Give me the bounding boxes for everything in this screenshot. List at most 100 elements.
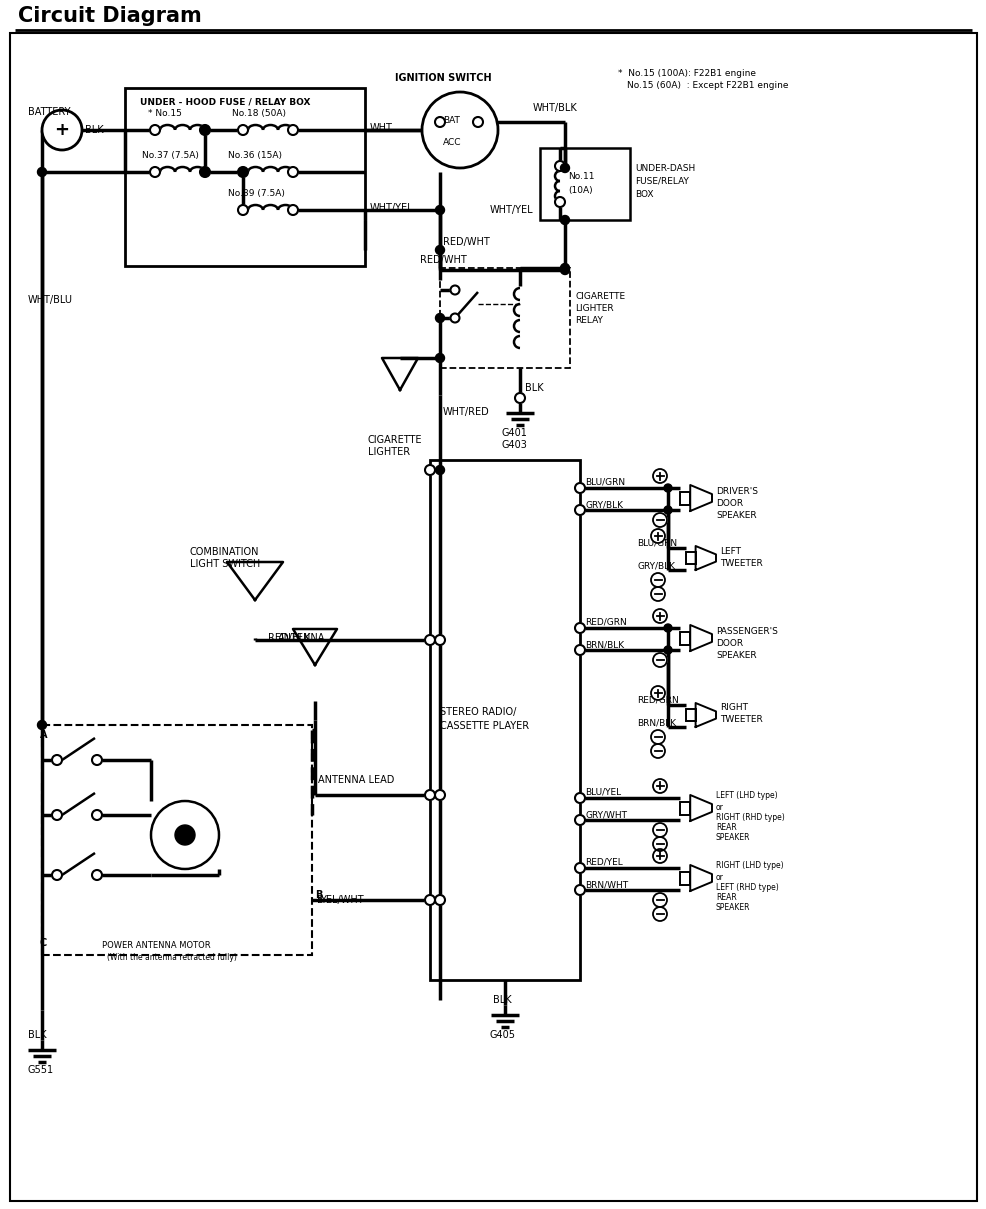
Text: SPEAKER: SPEAKER — [715, 833, 749, 841]
Text: STEREO RADIO/: STEREO RADIO/ — [440, 707, 516, 717]
Text: ANTENNA: ANTENNA — [278, 634, 325, 643]
Text: BATTERY: BATTERY — [28, 108, 70, 117]
Bar — [679, 802, 689, 815]
Circle shape — [425, 635, 435, 644]
Text: TWEETER: TWEETER — [719, 559, 762, 567]
Text: G405: G405 — [489, 1030, 516, 1040]
Text: (10A): (10A) — [567, 185, 592, 195]
Text: REAR: REAR — [715, 892, 736, 902]
Circle shape — [288, 125, 298, 135]
Text: G403: G403 — [502, 440, 528, 450]
Circle shape — [575, 644, 585, 655]
Text: No.11: No.11 — [567, 172, 594, 180]
Circle shape — [554, 161, 564, 170]
Text: SPEAKER: SPEAKER — [715, 650, 756, 659]
Text: G401: G401 — [502, 428, 528, 438]
Polygon shape — [689, 796, 711, 821]
Bar — [430, 459, 580, 980]
Circle shape — [435, 353, 444, 363]
Text: LEFT (RHD type): LEFT (RHD type) — [715, 883, 778, 891]
Text: PASSENGER'S: PASSENGER'S — [715, 626, 777, 636]
Text: TWEETER: TWEETER — [719, 716, 762, 724]
Circle shape — [651, 573, 665, 588]
Circle shape — [664, 484, 671, 492]
Text: RIGHT (RHD type): RIGHT (RHD type) — [715, 812, 784, 821]
Circle shape — [200, 168, 209, 177]
Text: WHT/YEL: WHT/YEL — [489, 206, 533, 215]
Polygon shape — [695, 546, 715, 569]
Text: WHT: WHT — [370, 123, 392, 133]
Circle shape — [651, 530, 665, 543]
Circle shape — [435, 895, 445, 906]
Circle shape — [651, 744, 665, 758]
Text: Circuit Diagram: Circuit Diagram — [18, 6, 201, 27]
Circle shape — [425, 465, 435, 475]
Text: LEFT (LHD type): LEFT (LHD type) — [715, 792, 777, 800]
Circle shape — [575, 793, 585, 803]
Bar — [685, 708, 695, 721]
Text: BLK: BLK — [492, 995, 511, 1005]
Text: WHT/YEL: WHT/YEL — [370, 203, 413, 213]
Text: B: B — [317, 895, 323, 906]
Text: or: or — [715, 803, 723, 811]
Text: IGNITION SWITCH: IGNITION SWITCH — [394, 73, 491, 83]
Text: CIGARETTE: CIGARETTE — [368, 435, 422, 445]
Text: COMBINATION: COMBINATION — [190, 546, 259, 557]
Polygon shape — [695, 702, 715, 727]
Text: LIGHTER: LIGHTER — [575, 303, 613, 312]
Text: DRIVER'S: DRIVER'S — [715, 486, 757, 496]
Text: No.39 (7.5A): No.39 (7.5A) — [228, 189, 285, 197]
Circle shape — [664, 507, 671, 514]
Circle shape — [238, 125, 247, 135]
Text: GRY/BLK: GRY/BLK — [636, 561, 674, 571]
Text: RED/WHT: RED/WHT — [443, 237, 489, 247]
Circle shape — [450, 313, 459, 323]
Text: SPEAKER: SPEAKER — [715, 510, 756, 520]
Text: BLU/YEL: BLU/YEL — [585, 787, 620, 797]
Circle shape — [435, 117, 445, 127]
Text: POWER ANTENNA MOTOR: POWER ANTENNA MOTOR — [102, 941, 210, 949]
Text: CASSETTE PLAYER: CASSETTE PLAYER — [440, 721, 528, 731]
Text: BLK: BLK — [28, 1030, 46, 1040]
Circle shape — [653, 907, 667, 921]
Text: RIGHT: RIGHT — [719, 704, 747, 712]
Bar — [679, 492, 689, 504]
Text: LEFT: LEFT — [719, 546, 740, 555]
Polygon shape — [689, 625, 711, 650]
Text: RED/GRN: RED/GRN — [585, 618, 626, 626]
Text: *  No.15 (100A): F22B1 engine: * No.15 (100A): F22B1 engine — [617, 69, 755, 77]
Circle shape — [560, 264, 569, 272]
Text: BAT: BAT — [443, 116, 460, 125]
Circle shape — [575, 505, 585, 515]
Circle shape — [575, 863, 585, 873]
Circle shape — [653, 609, 667, 623]
Bar — [125, 88, 365, 266]
Text: BLK: BLK — [525, 383, 543, 393]
Circle shape — [653, 893, 667, 907]
Circle shape — [288, 167, 298, 177]
Circle shape — [575, 885, 585, 895]
Circle shape — [200, 125, 210, 135]
Text: C: C — [40, 938, 47, 948]
Text: RED/WHT: RED/WHT — [420, 255, 466, 265]
Circle shape — [653, 849, 667, 863]
Text: DOOR: DOOR — [715, 638, 742, 648]
Text: +: + — [54, 121, 69, 139]
Text: BLU/GRN: BLU/GRN — [585, 478, 624, 486]
Circle shape — [664, 624, 671, 632]
Circle shape — [92, 870, 102, 880]
Circle shape — [515, 393, 525, 403]
Bar — [42, 725, 312, 955]
Circle shape — [560, 163, 569, 173]
Circle shape — [664, 646, 671, 654]
Text: RED/BLK: RED/BLK — [268, 634, 311, 643]
Text: WHT/BLK: WHT/BLK — [532, 103, 577, 112]
Circle shape — [52, 870, 62, 880]
Circle shape — [435, 206, 444, 214]
Circle shape — [175, 825, 195, 845]
Text: No.36 (15A): No.36 (15A) — [228, 150, 282, 160]
Bar — [679, 631, 689, 644]
Circle shape — [238, 167, 247, 177]
Circle shape — [651, 730, 665, 744]
Text: BOX: BOX — [634, 190, 653, 198]
